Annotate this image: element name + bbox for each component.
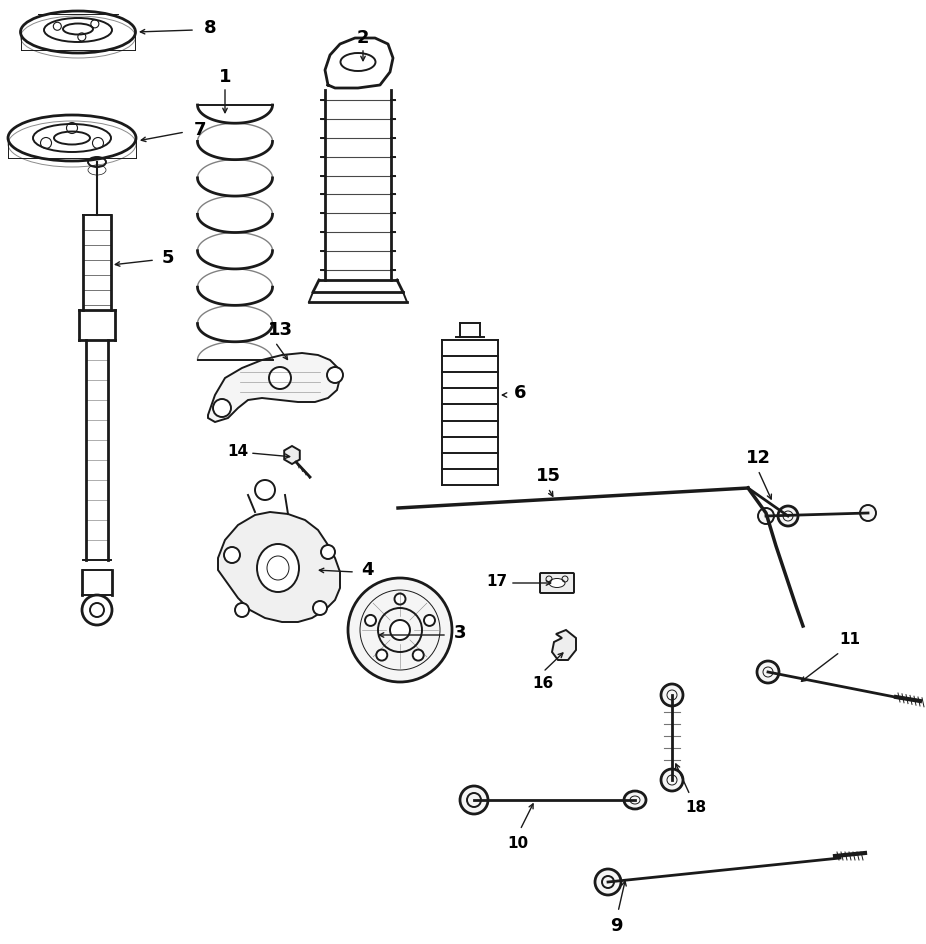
Circle shape (758, 508, 774, 524)
Circle shape (321, 545, 335, 559)
Text: 9: 9 (609, 917, 622, 935)
Circle shape (313, 601, 327, 615)
Text: 2: 2 (357, 29, 369, 47)
Text: 16: 16 (532, 677, 554, 692)
Circle shape (394, 594, 406, 604)
Circle shape (661, 769, 683, 791)
Text: 14: 14 (228, 444, 248, 459)
Polygon shape (208, 353, 340, 422)
Ellipse shape (257, 544, 299, 592)
Polygon shape (284, 446, 300, 464)
FancyBboxPatch shape (540, 573, 574, 593)
Circle shape (860, 505, 876, 521)
Text: 18: 18 (685, 801, 707, 816)
Circle shape (595, 869, 621, 895)
Polygon shape (552, 630, 576, 660)
Text: 3: 3 (454, 624, 467, 642)
Circle shape (224, 547, 240, 563)
Text: 6: 6 (514, 384, 526, 402)
Circle shape (235, 603, 249, 617)
Ellipse shape (549, 579, 565, 587)
Circle shape (269, 367, 291, 389)
Text: 11: 11 (840, 632, 860, 648)
Polygon shape (218, 512, 340, 622)
Circle shape (424, 615, 435, 626)
Text: 13: 13 (268, 321, 293, 339)
Circle shape (213, 399, 231, 417)
Circle shape (390, 620, 410, 640)
Text: 4: 4 (361, 561, 373, 579)
Circle shape (348, 578, 452, 682)
Text: 10: 10 (507, 836, 529, 851)
Text: 15: 15 (535, 467, 560, 485)
Circle shape (757, 661, 779, 683)
Text: 1: 1 (219, 68, 232, 86)
Text: 12: 12 (745, 449, 770, 467)
Circle shape (376, 649, 387, 661)
Circle shape (778, 506, 798, 526)
Ellipse shape (624, 791, 646, 809)
Circle shape (327, 367, 343, 383)
Text: 5: 5 (162, 249, 174, 267)
Circle shape (413, 649, 424, 661)
Circle shape (365, 615, 376, 626)
Circle shape (255, 480, 275, 500)
Circle shape (661, 684, 683, 706)
Text: 7: 7 (194, 121, 206, 139)
Text: 8: 8 (204, 19, 217, 37)
Text: 17: 17 (486, 574, 507, 588)
Circle shape (460, 786, 488, 814)
